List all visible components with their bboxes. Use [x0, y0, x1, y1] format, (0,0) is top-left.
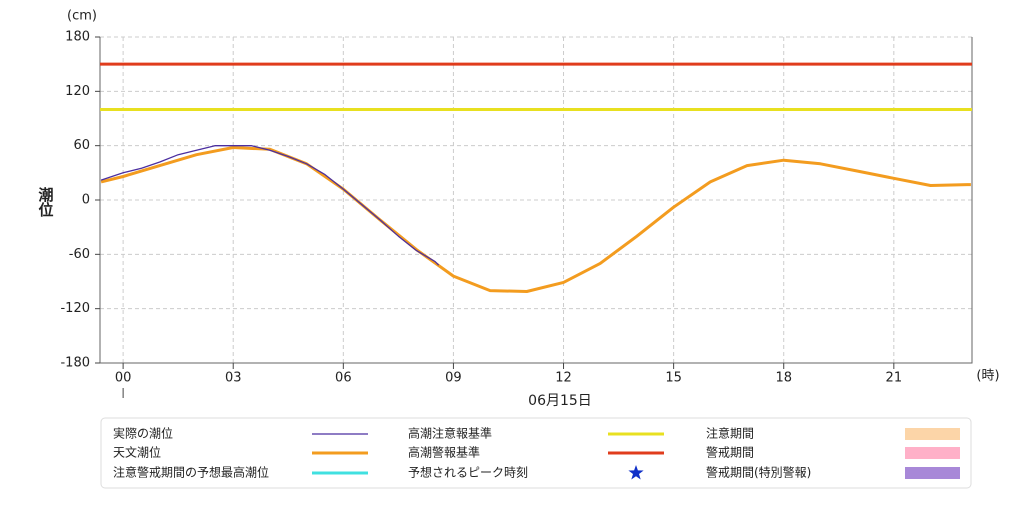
y-tick-label: -120	[60, 301, 90, 316]
x-tick-label: 00	[115, 371, 132, 386]
legend-box	[100, 417, 972, 489]
legend-swatch	[905, 447, 960, 459]
x-tick-label: 06	[335, 371, 352, 386]
series-line	[100, 145, 440, 266]
x-tick-label: 03	[225, 371, 242, 386]
x-tick-label: 18	[775, 371, 792, 386]
x-tick-label: 12	[555, 371, 572, 386]
legend-swatch	[628, 465, 644, 480]
y-tick-label: 0	[82, 193, 90, 208]
y-label: 潮位	[37, 186, 55, 217]
x-tick-label: 09	[445, 371, 462, 386]
y-tick-label: -180	[60, 356, 90, 371]
y-tick-label: -60	[69, 247, 90, 262]
y-tick-label: 60	[73, 138, 90, 153]
legend-label: 高潮警報基準	[408, 445, 480, 460]
legend-swatch	[905, 428, 960, 440]
y-tick-label: 180	[65, 30, 90, 45]
y-unit: (cm)	[67, 9, 97, 24]
legend-label: 高潮注意報基準	[408, 426, 492, 441]
legend-label: 実際の潮位	[113, 426, 173, 441]
legend-swatch	[905, 467, 960, 479]
series-line	[100, 146, 971, 293]
legend-label: 警戒期間(特別警報)	[706, 465, 811, 480]
legend-label: 注意警戒期間の予想最高潮位	[113, 465, 269, 480]
legend-label: 警戒期間	[706, 445, 754, 460]
legend-label: 予想されるピーク時刻	[408, 465, 528, 480]
y-tick-label: 120	[65, 84, 90, 99]
x-tick-label: 15	[665, 371, 682, 386]
x-unit: (時)	[976, 369, 999, 384]
legend-label: 注意期間	[706, 426, 754, 441]
date-label: 06月15日	[528, 393, 592, 409]
legend-label: 天文潮位	[113, 445, 161, 460]
x-tick-label: 21	[886, 371, 903, 386]
